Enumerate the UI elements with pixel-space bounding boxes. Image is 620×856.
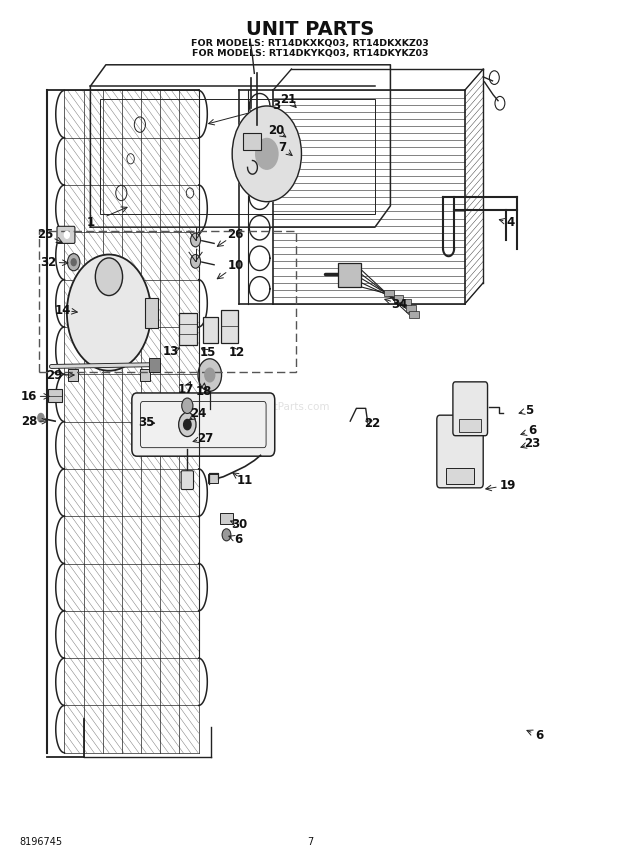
Bar	[446, 468, 474, 484]
Text: 25: 25	[37, 228, 53, 241]
Text: 24: 24	[190, 407, 207, 420]
Bar	[145, 298, 159, 328]
Text: 17: 17	[178, 383, 195, 396]
Text: 23: 23	[525, 437, 541, 450]
Circle shape	[190, 233, 200, 247]
Text: 6: 6	[529, 424, 537, 437]
FancyBboxPatch shape	[437, 415, 483, 488]
Text: 26: 26	[228, 228, 244, 241]
Circle shape	[179, 413, 196, 437]
Circle shape	[205, 368, 215, 382]
Bar	[402, 299, 412, 306]
Circle shape	[255, 139, 278, 169]
Text: 1: 1	[86, 217, 94, 229]
Circle shape	[222, 529, 231, 541]
Text: 14: 14	[55, 304, 71, 317]
Text: 27: 27	[197, 431, 213, 445]
Circle shape	[71, 259, 76, 265]
Text: 28: 28	[21, 414, 37, 428]
Text: 29: 29	[46, 369, 62, 382]
Text: 12: 12	[229, 347, 245, 360]
Circle shape	[64, 231, 69, 238]
Text: 30: 30	[231, 518, 247, 531]
Text: 5: 5	[526, 403, 534, 417]
Bar	[459, 419, 481, 432]
Bar	[220, 513, 232, 524]
Bar	[48, 389, 62, 402]
Bar	[394, 294, 404, 301]
Text: 22: 22	[364, 417, 380, 431]
Circle shape	[95, 258, 123, 295]
Bar	[221, 310, 238, 342]
Bar	[39, 231, 296, 372]
Circle shape	[184, 419, 191, 430]
FancyBboxPatch shape	[181, 471, 193, 490]
Text: FOR MODELS: RT14DKYKQ03, RT14DKYKZ03: FOR MODELS: RT14DKYKQ03, RT14DKYKZ03	[192, 49, 428, 58]
Text: 20: 20	[268, 124, 285, 137]
FancyBboxPatch shape	[57, 226, 75, 243]
Text: 18: 18	[195, 384, 212, 398]
Text: 6: 6	[535, 729, 543, 742]
Text: 10: 10	[228, 259, 244, 272]
Text: 8196745: 8196745	[19, 837, 63, 847]
Text: 7: 7	[278, 141, 286, 154]
Bar	[203, 317, 218, 342]
Text: 7: 7	[307, 837, 313, 847]
Text: 11: 11	[237, 474, 253, 487]
Text: 32: 32	[40, 256, 56, 269]
Bar	[208, 474, 218, 483]
Text: FOR MODELS: RT14DKXKQ03, RT14DKXKZ03: FOR MODELS: RT14DKXKQ03, RT14DKXKZ03	[191, 39, 429, 48]
Bar	[406, 305, 416, 312]
Text: 13: 13	[162, 345, 179, 358]
Text: 3: 3	[272, 99, 280, 112]
Text: 15: 15	[200, 347, 216, 360]
Circle shape	[68, 253, 80, 270]
Text: 34: 34	[391, 298, 408, 311]
Text: 35: 35	[138, 415, 154, 429]
Bar	[409, 311, 419, 318]
Circle shape	[67, 254, 151, 371]
Text: 19: 19	[500, 479, 516, 491]
Text: 16: 16	[21, 389, 37, 403]
Bar	[384, 289, 394, 296]
Circle shape	[182, 398, 193, 413]
Circle shape	[190, 254, 200, 268]
Bar	[179, 312, 197, 345]
Bar	[242, 134, 261, 151]
Text: eReplacementParts.com: eReplacementParts.com	[203, 401, 330, 412]
Circle shape	[198, 359, 221, 391]
Circle shape	[38, 413, 44, 422]
Text: 4: 4	[507, 217, 515, 229]
Circle shape	[232, 106, 301, 202]
FancyBboxPatch shape	[132, 393, 275, 456]
Bar	[149, 358, 161, 372]
Bar	[100, 99, 375, 214]
Bar	[140, 369, 150, 381]
Text: 6: 6	[235, 533, 243, 546]
Text: 21: 21	[280, 93, 296, 106]
Bar	[338, 263, 361, 287]
Bar	[68, 369, 78, 381]
FancyBboxPatch shape	[453, 382, 487, 436]
Text: UNIT PARTS: UNIT PARTS	[246, 21, 374, 39]
